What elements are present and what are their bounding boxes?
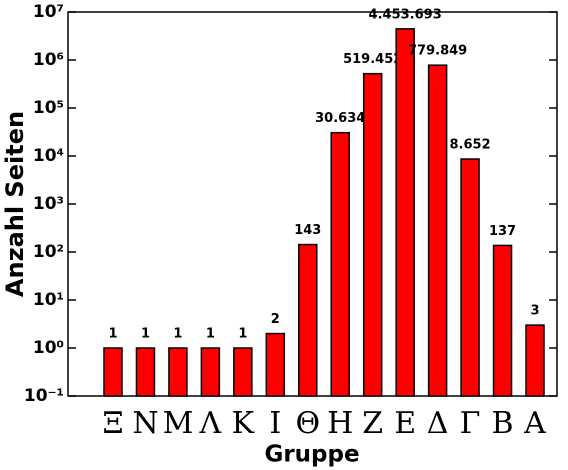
x-tick-label: Ε [394,406,416,441]
y-tick-label: 10⁵ [33,98,64,118]
bar [362,72,383,397]
y-axis-label: Anzahl Seiten [1,111,29,297]
x-tick-label: Ν [132,406,158,441]
y-tick-label: 10⁰ [33,338,64,358]
value-label: 1 [108,327,117,342]
y-tick-label: 10⁴ [33,146,64,166]
y-tick-label: 10² [33,242,64,262]
y-tick-label: 10⁷ [33,2,64,22]
value-label: 779.849 [408,44,467,59]
value-label: 2 [271,312,280,327]
bar [427,64,448,397]
x-tick-label: Η [327,406,353,441]
y-tick-label: 10¹ [33,290,64,310]
value-label: 1 [141,327,150,342]
x-axis-label: Gruppe [264,442,359,468]
bar [200,347,221,397]
value-label: 3 [530,304,539,319]
value-label: 1 [238,327,247,342]
y-tick-label: 10⁻¹ [24,386,64,406]
value-label: 8.652 [450,138,491,153]
x-tick-label: Λ [199,406,222,441]
x-tick-label: Α [523,406,546,441]
bar [135,347,156,397]
value-label: 519.452 [343,52,402,67]
value-label: 1 [206,327,215,342]
y-tick-label: 10⁶ [33,50,64,70]
bar [168,347,188,397]
x-tick-label: Β [492,406,514,441]
x-tick-label: Ζ [362,406,383,441]
value-label: 4.453.693 [369,7,442,22]
value-label: 143 [294,223,321,238]
x-tick-label: Μ [163,406,194,441]
bar [298,243,318,397]
bar [330,131,350,397]
x-tick-label: Ι [269,406,281,441]
value-label: 1 [173,327,182,342]
bar [395,28,415,397]
bar [525,324,545,397]
bar [265,332,286,397]
x-tick-label: Γ [460,406,481,441]
value-label: 30.634 [315,111,365,126]
x-tick-label: Κ [232,406,255,441]
x-tick-label: Ξ [102,406,123,441]
bar [103,347,123,397]
x-tick-label: Θ [295,406,320,441]
bar [492,244,513,397]
bar [233,347,253,397]
y-tick-label: 10³ [33,194,64,214]
x-tick-label: Δ [427,406,449,441]
value-label: 137 [489,224,516,239]
bar [460,158,480,397]
